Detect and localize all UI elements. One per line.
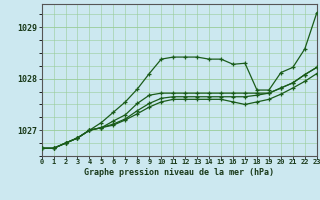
X-axis label: Graphe pression niveau de la mer (hPa): Graphe pression niveau de la mer (hPa)	[84, 168, 274, 177]
